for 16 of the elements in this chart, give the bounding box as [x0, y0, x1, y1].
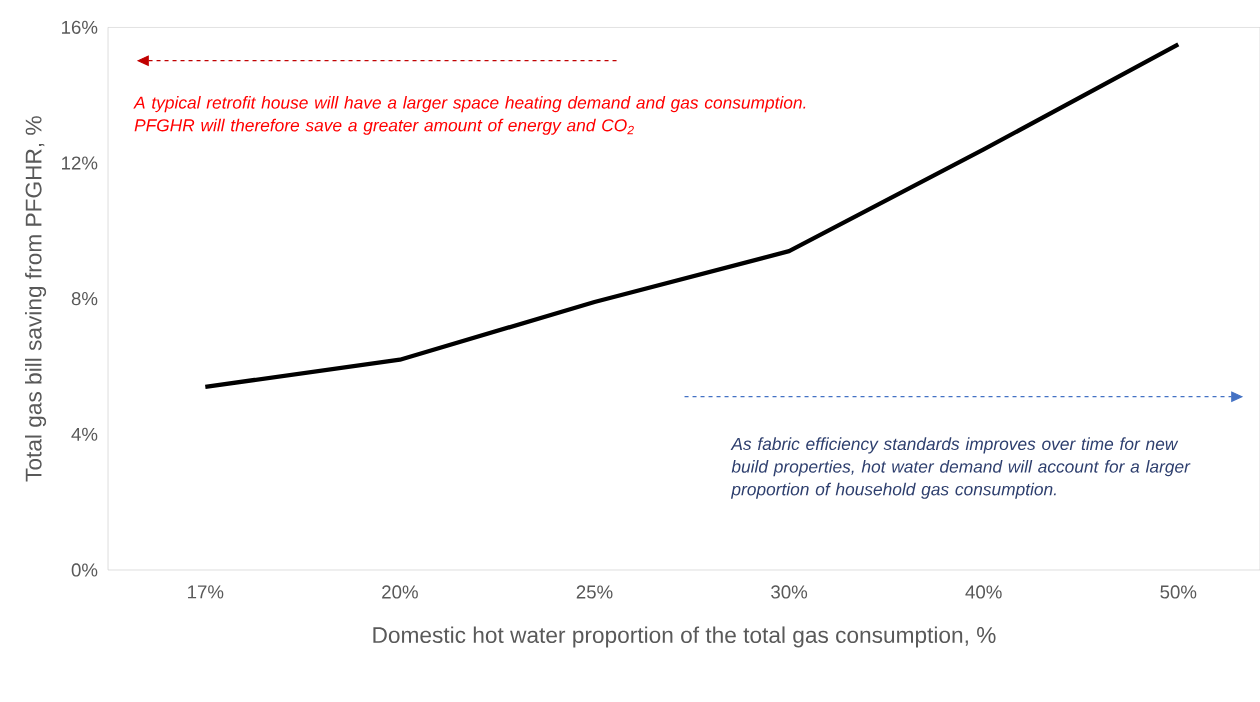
- y-tick-label: 8%: [71, 292, 98, 306]
- x-tick-label: 25%: [576, 585, 613, 599]
- x-tick-label: 17%: [188, 585, 224, 599]
- line-series: [203, 42, 1181, 389]
- annotation: As fabric efficiency standards improves over time for new build properties, hot water demand will account for a larger proportion of household gas consumption.: [730, 437, 1191, 499]
- annotation: A typical retrofit house will have a larger space heating demand and gas consumption. PFGHR will therefore save a greater amount of energy and CO$_{2}$: [133, 96, 806, 135]
- y-axis-title: Total gas bill saving from PFGHR, %: [25, 116, 47, 482]
- y-tick-label: 12%: [62, 156, 98, 170]
- y-tick-label: 0%: [71, 563, 98, 577]
- y-tick-label: 16%: [62, 20, 98, 34]
- x-tick-label: 30%: [771, 585, 808, 599]
- y-tick-label: 4%: [71, 427, 98, 441]
- x-tick-label: 50%: [1160, 585, 1197, 599]
- x-tick-label: 20%: [382, 585, 418, 599]
- x-tick-label: 40%: [965, 585, 1002, 599]
- x-axis-title: Domestic hot water proportion of the total gas consumption, %: [373, 626, 996, 648]
